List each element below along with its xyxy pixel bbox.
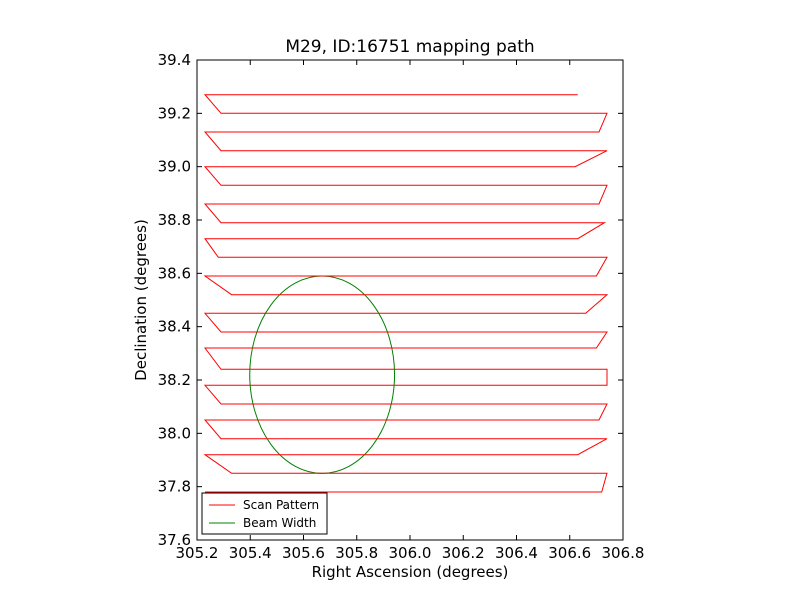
x-tick-label: 306.4: [495, 544, 538, 562]
y-axis-label: Declination (degrees): [132, 219, 150, 381]
x-tick-label: 306.6: [548, 544, 591, 562]
y-tick-label: 39.4: [158, 51, 191, 69]
y-tick-label: 38.4: [158, 318, 191, 336]
y-tick-label: 38.2: [158, 371, 191, 389]
y-tick-label: 38.6: [158, 264, 191, 282]
y-tick-label: 38.8: [158, 211, 191, 229]
x-tick-label: 306.0: [389, 544, 432, 562]
plot-area: [196, 59, 624, 541]
y-tick-label: 37.8: [158, 478, 191, 496]
x-axis: 305.2 305.4 305.6 305.8 306.0 306.2 306.4 306.6…: [176, 60, 645, 562]
legend-box: [201, 492, 328, 535]
x-tick-label: 305.2: [176, 544, 219, 562]
x-tick-label: 305.6: [282, 544, 325, 562]
x-axis-label: Right Ascension (degrees): [312, 563, 509, 581]
series-scan-pattern-line: [203, 94, 609, 493]
x-tick-label: 306.8: [602, 544, 645, 562]
y-tick-label: 39.2: [158, 104, 191, 122]
legend-label-scan-pattern: Scan Pattern: [243, 498, 319, 512]
legend: Scan Pattern Beam Width: [201, 492, 328, 535]
y-tick-label: 38.0: [158, 424, 191, 442]
x-tick-label: 305.8: [335, 544, 378, 562]
chart-title: M29, ID:16751 mapping path: [285, 37, 534, 57]
y-axis: 37.6 37.8 38.0 38.2 38.4 38.6 38.8 39.0 39.2 39.4: [158, 51, 623, 549]
legend-label-beam-width: Beam Width: [243, 516, 316, 530]
x-tick-label: 306.2: [442, 544, 485, 562]
axes-frame: [196, 59, 624, 541]
x-tick-label: 305.4: [229, 544, 272, 562]
y-tick-label: 39.0: [158, 158, 191, 176]
y-tick-label: 37.6: [158, 531, 191, 549]
